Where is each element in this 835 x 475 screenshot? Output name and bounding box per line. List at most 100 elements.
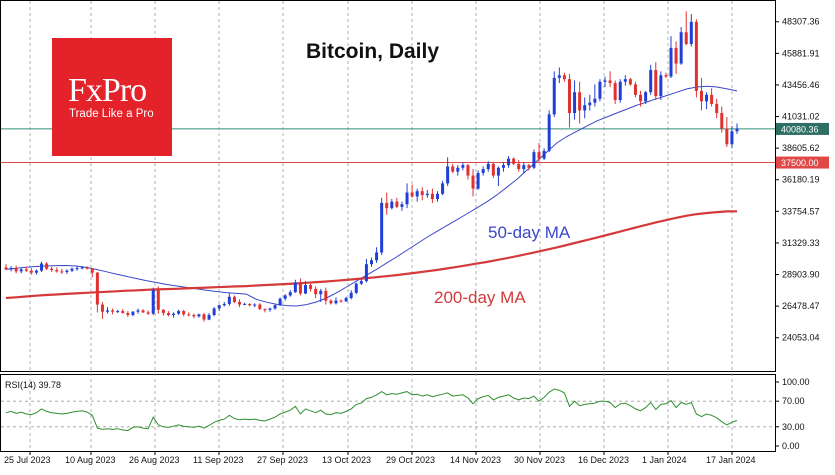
candle-body <box>395 201 399 207</box>
candle-body <box>293 282 297 293</box>
candle-body <box>304 285 308 294</box>
candle <box>486 161 490 172</box>
candle <box>24 266 28 272</box>
candle <box>588 94 592 111</box>
candle-body <box>65 270 69 272</box>
candle <box>324 287 328 305</box>
y-tick-label: 36180.19 <box>782 175 820 185</box>
candle <box>60 268 64 274</box>
candle <box>283 294 287 301</box>
candle <box>146 310 150 315</box>
candle-body <box>141 310 145 313</box>
ma50-line <box>5 85 738 307</box>
candle-body <box>639 94 643 102</box>
candle-body <box>136 310 140 312</box>
candle <box>349 290 353 300</box>
candle-body <box>674 47 678 64</box>
candle <box>390 199 394 210</box>
candle <box>710 88 714 107</box>
candle-body <box>24 269 28 271</box>
candle <box>192 313 196 319</box>
candle <box>304 281 308 295</box>
candle-body <box>278 298 282 306</box>
candle <box>288 290 292 297</box>
x-tick-label: 29 Oct 2023 <box>386 455 435 465</box>
candle-body <box>19 269 23 272</box>
ma-layer <box>5 85 738 307</box>
candle <box>136 308 140 314</box>
candle-body <box>40 263 44 271</box>
candle <box>207 313 211 321</box>
candle <box>613 80 617 104</box>
candle <box>106 307 110 314</box>
candle-body <box>557 75 561 78</box>
candle <box>623 75 627 86</box>
candle-body <box>446 166 450 184</box>
candle-body <box>573 92 577 114</box>
candle <box>420 187 424 201</box>
candle <box>65 269 69 274</box>
candle-body <box>390 201 394 209</box>
candle-body <box>212 308 216 315</box>
candle <box>552 71 556 117</box>
candle <box>735 123 739 134</box>
candle <box>567 73 571 128</box>
candle <box>85 266 89 270</box>
candle <box>425 189 429 198</box>
ma50-label: 50-day MA <box>488 223 571 242</box>
candle-body <box>522 165 526 170</box>
candle <box>40 261 44 272</box>
candle <box>461 162 465 171</box>
candle-body <box>527 165 531 168</box>
candle-body <box>679 32 683 64</box>
candle-body <box>288 292 292 296</box>
y-tick-label: 48307.36 <box>782 17 820 27</box>
candle <box>385 192 389 215</box>
candle-body <box>699 90 703 102</box>
candle <box>161 309 165 316</box>
candle <box>593 84 597 107</box>
rsi-line <box>5 388 738 432</box>
candle <box>222 301 226 307</box>
candle <box>441 180 445 196</box>
candle <box>699 77 703 111</box>
candle <box>684 11 688 46</box>
y-tick-label: 43456.46 <box>782 80 820 90</box>
candle <box>522 162 526 173</box>
x-tick-label: 25 Jul 2023 <box>4 455 51 465</box>
candle-body <box>507 158 511 166</box>
candle <box>532 149 536 170</box>
candle <box>344 296 348 302</box>
candle <box>415 188 419 202</box>
candle-body <box>309 285 313 289</box>
candle-body <box>151 290 155 314</box>
candle-body <box>633 84 637 95</box>
candle <box>679 27 683 65</box>
candle <box>95 271 99 313</box>
rsi-label: RSI(14) 39.78 <box>5 380 62 390</box>
candle <box>496 166 500 186</box>
candle <box>253 303 257 308</box>
candle-body <box>385 202 389 209</box>
candle-body <box>461 165 465 168</box>
candle-body <box>232 296 236 302</box>
candle <box>339 299 343 303</box>
candle-body <box>314 288 318 295</box>
candle <box>9 266 13 272</box>
chart-title: Bitcoin, Daily <box>306 40 440 63</box>
candle <box>111 308 115 315</box>
candle-body <box>227 296 231 304</box>
candle <box>293 279 297 293</box>
candle <box>309 283 313 292</box>
candle-body <box>55 270 59 272</box>
candle <box>55 267 59 273</box>
candle <box>639 90 643 107</box>
candle-body <box>715 103 719 114</box>
candle <box>156 286 160 314</box>
y-tick-label: 28903.90 <box>782 270 820 280</box>
current-price-label: 40080.36 <box>781 124 819 134</box>
candle-body <box>14 268 18 272</box>
candle-body <box>512 158 516 164</box>
candle-body <box>517 163 521 170</box>
candle <box>669 36 673 78</box>
